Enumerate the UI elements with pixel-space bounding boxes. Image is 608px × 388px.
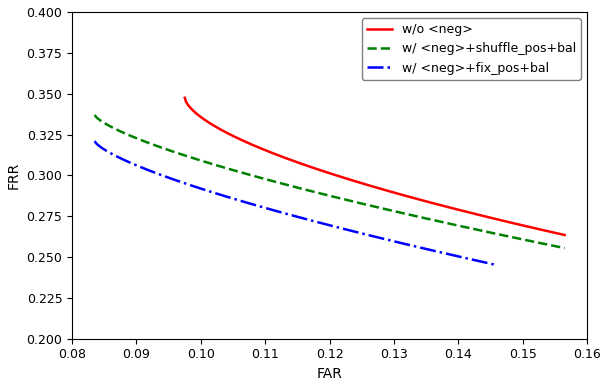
Line: w/ <neg>+shuffle_pos+bal: w/ <neg>+shuffle_pos+bal (95, 115, 565, 248)
w/o <neg> (407, 195, 415, 199)
w/ <neg>+fix_pos+bal (329, 223, 336, 228)
Line: w/ <neg>+fix_pos+bal: w/ <neg>+fix_pos+bal (95, 141, 494, 265)
X-axis label: FAR: FAR (317, 367, 342, 381)
w/ <neg>+shuffle_pos+bal (91, 113, 98, 117)
w/ <neg>+fix_pos+bal (335, 225, 342, 230)
w/ <neg>+shuffle_pos+bal (369, 204, 376, 208)
w/ <neg>+shuffle_pos+bal (487, 230, 494, 235)
w/o <neg> (182, 99, 190, 104)
w/ <neg>+shuffle_pos+bal (92, 115, 100, 120)
w/ <neg>+fix_pos+bal (427, 248, 435, 253)
w/o <neg> (525, 225, 533, 229)
Line: w/o <neg>: w/o <neg> (185, 98, 565, 235)
w/o <neg> (413, 197, 421, 201)
w/ <neg>+fix_pos+bal (91, 139, 98, 144)
w/ <neg>+fix_pos+bal (92, 141, 100, 146)
w/o <neg> (501, 219, 508, 223)
Legend: w/o <neg>, w/ <neg>+shuffle_pos+bal, w/ <neg>+fix_pos+bal: w/o <neg>, w/ <neg>+shuffle_pos+bal, w/ … (362, 18, 581, 80)
w/ <neg>+fix_pos+bal (453, 254, 460, 258)
w/o <neg> (406, 195, 413, 199)
w/ <neg>+fix_pos+bal (490, 262, 497, 267)
w/ <neg>+shuffle_pos+bal (517, 237, 524, 241)
w/ <neg>+shuffle_pos+bal (379, 206, 386, 211)
w/ <neg>+shuffle_pos+bal (561, 246, 568, 250)
w/o <neg> (181, 95, 188, 100)
w/o <neg> (561, 233, 568, 237)
Y-axis label: FRR: FRR (7, 162, 21, 189)
w/ <neg>+shuffle_pos+bal (371, 204, 378, 209)
w/ <neg>+fix_pos+bal (327, 223, 334, 228)
